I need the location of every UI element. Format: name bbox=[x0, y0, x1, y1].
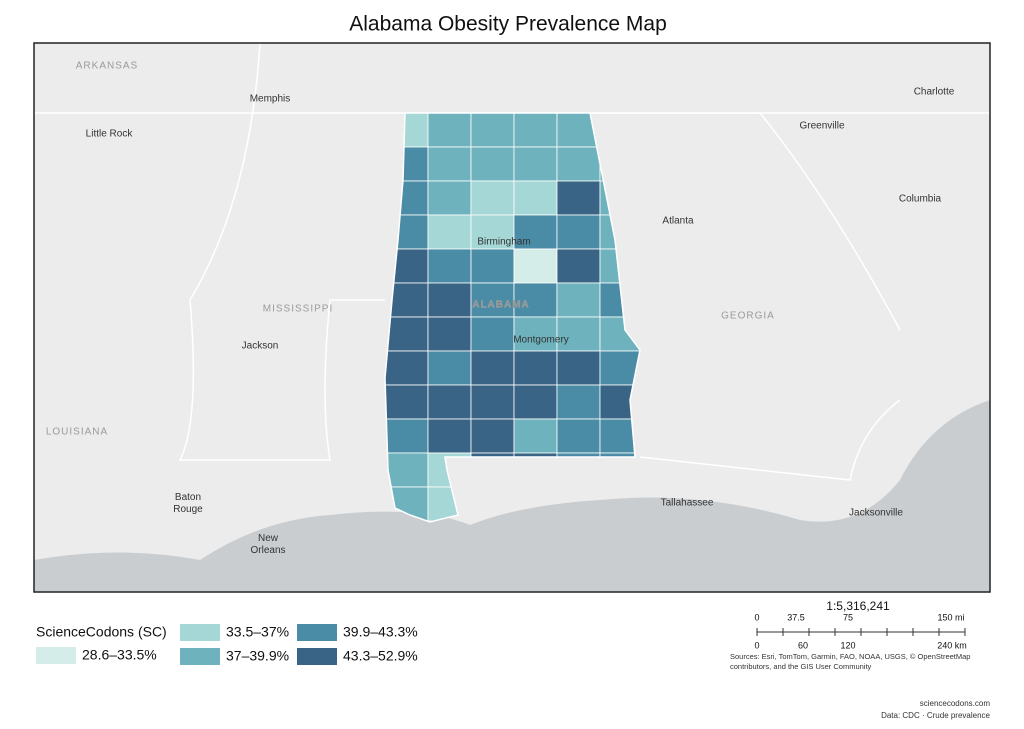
county bbox=[513, 248, 558, 284]
state-label: GEORGIA bbox=[721, 311, 775, 322]
county bbox=[385, 452, 429, 488]
city-label: Jacksonville bbox=[849, 508, 903, 519]
county bbox=[427, 418, 472, 454]
county bbox=[513, 316, 558, 352]
county bbox=[556, 384, 601, 420]
county bbox=[385, 350, 429, 386]
city-label: Jackson bbox=[242, 341, 279, 352]
city-label: Montgomery bbox=[513, 335, 569, 346]
scale-km-label: 240 km bbox=[937, 640, 967, 650]
legend-swatch bbox=[297, 648, 337, 665]
scale-km-label: 60 bbox=[798, 640, 808, 650]
county bbox=[599, 350, 640, 386]
scale-mi-label: 37.5 bbox=[787, 612, 805, 622]
county bbox=[427, 113, 472, 148]
county bbox=[470, 350, 515, 386]
city-label: Charlotte bbox=[914, 87, 955, 98]
county bbox=[470, 282, 515, 318]
state-label: ALABAMA bbox=[472, 300, 530, 311]
city-label: Birmingham bbox=[477, 237, 530, 248]
alabama-outline bbox=[384, 112, 641, 523]
county bbox=[513, 214, 558, 250]
county bbox=[556, 316, 601, 352]
county bbox=[556, 418, 601, 454]
city-label: Little Rock bbox=[86, 129, 134, 140]
county bbox=[427, 316, 472, 352]
county bbox=[470, 146, 515, 182]
county bbox=[513, 350, 558, 386]
legend-label: 39.9–43.3% bbox=[343, 624, 418, 640]
city-label: Greenville bbox=[799, 121, 844, 132]
sources: Sources: Esri, TomTom, Garmin, FAO, NOAA… bbox=[730, 652, 970, 661]
county bbox=[556, 146, 601, 182]
water bbox=[34, 400, 990, 592]
county bbox=[427, 350, 472, 386]
scale-mi-label: 0 bbox=[754, 612, 759, 622]
legend-label: 33.5–37% bbox=[226, 624, 289, 640]
county bbox=[427, 248, 472, 284]
county bbox=[427, 282, 472, 318]
title: Alabama Obesity Prevalence Map bbox=[349, 13, 667, 36]
county bbox=[427, 384, 472, 420]
city-label: Atlanta bbox=[662, 216, 694, 227]
counties bbox=[385, 113, 640, 522]
county bbox=[427, 146, 472, 182]
county bbox=[385, 316, 429, 352]
county bbox=[470, 180, 515, 216]
county bbox=[556, 214, 601, 250]
county bbox=[513, 113, 558, 148]
frame bbox=[33, 42, 991, 593]
scale-ratio: 1:5,316,241 bbox=[826, 599, 890, 613]
legend-label: 37–39.9% bbox=[226, 648, 289, 664]
county bbox=[556, 350, 601, 386]
legend-swatch bbox=[297, 624, 337, 641]
site: sciencecodons.com bbox=[920, 699, 991, 708]
labels: ARKANSAS MISSISSIPPI LOUISIANA GEORGIA ALABA… bbox=[46, 61, 955, 556]
city-label: Memphis bbox=[250, 94, 291, 105]
scale-bar: 0 37.5 75 150 mi 0 60 120 240 km bbox=[754, 612, 966, 650]
city-label: Baton Rouge bbox=[173, 492, 203, 515]
city-label: Tallahassee bbox=[661, 498, 714, 509]
county bbox=[556, 248, 601, 284]
map: ARKANSAS MISSISSIPPI LOUISIANA GEORGIA ALABA… bbox=[34, 43, 990, 592]
legend-title: ScienceCodons (SC) bbox=[36, 624, 167, 640]
scale-mi-label: 75 bbox=[843, 612, 853, 622]
data-note: Data: CDC · Crude prevalence bbox=[881, 711, 990, 720]
county bbox=[385, 418, 429, 454]
scale-km-label: 0 bbox=[754, 640, 759, 650]
county bbox=[556, 282, 601, 318]
county bbox=[470, 113, 515, 148]
legend: 28.6–33.5% 33.5–37% 37–39.9% 39.9–43.3% 43.3… bbox=[36, 624, 418, 665]
county bbox=[427, 180, 472, 216]
legend-label: 28.6–33.5% bbox=[82, 647, 157, 663]
county bbox=[513, 384, 558, 420]
state-label: LOUISIANA bbox=[46, 427, 108, 438]
county bbox=[513, 146, 558, 182]
county bbox=[513, 418, 558, 454]
county bbox=[427, 214, 472, 250]
state-label: ARKANSAS bbox=[76, 61, 138, 72]
county bbox=[513, 180, 558, 216]
county bbox=[470, 384, 515, 420]
legend-label: 43.3–52.9% bbox=[343, 648, 418, 664]
county bbox=[470, 316, 515, 352]
sources: contributors, and the GIS User Community bbox=[730, 662, 872, 671]
city-label: New Orleans bbox=[250, 533, 285, 556]
legend-swatch bbox=[180, 648, 220, 665]
county bbox=[470, 418, 515, 454]
county bbox=[556, 180, 601, 216]
legend-swatch bbox=[36, 647, 76, 664]
county bbox=[470, 248, 515, 284]
county bbox=[385, 384, 429, 420]
state-label: MISSISSIPPI bbox=[263, 304, 333, 315]
legend-swatch bbox=[180, 624, 220, 641]
scale-mi-label: 150 mi bbox=[937, 612, 964, 622]
city-label: Columbia bbox=[899, 194, 942, 205]
scale-km-label: 120 bbox=[840, 640, 855, 650]
